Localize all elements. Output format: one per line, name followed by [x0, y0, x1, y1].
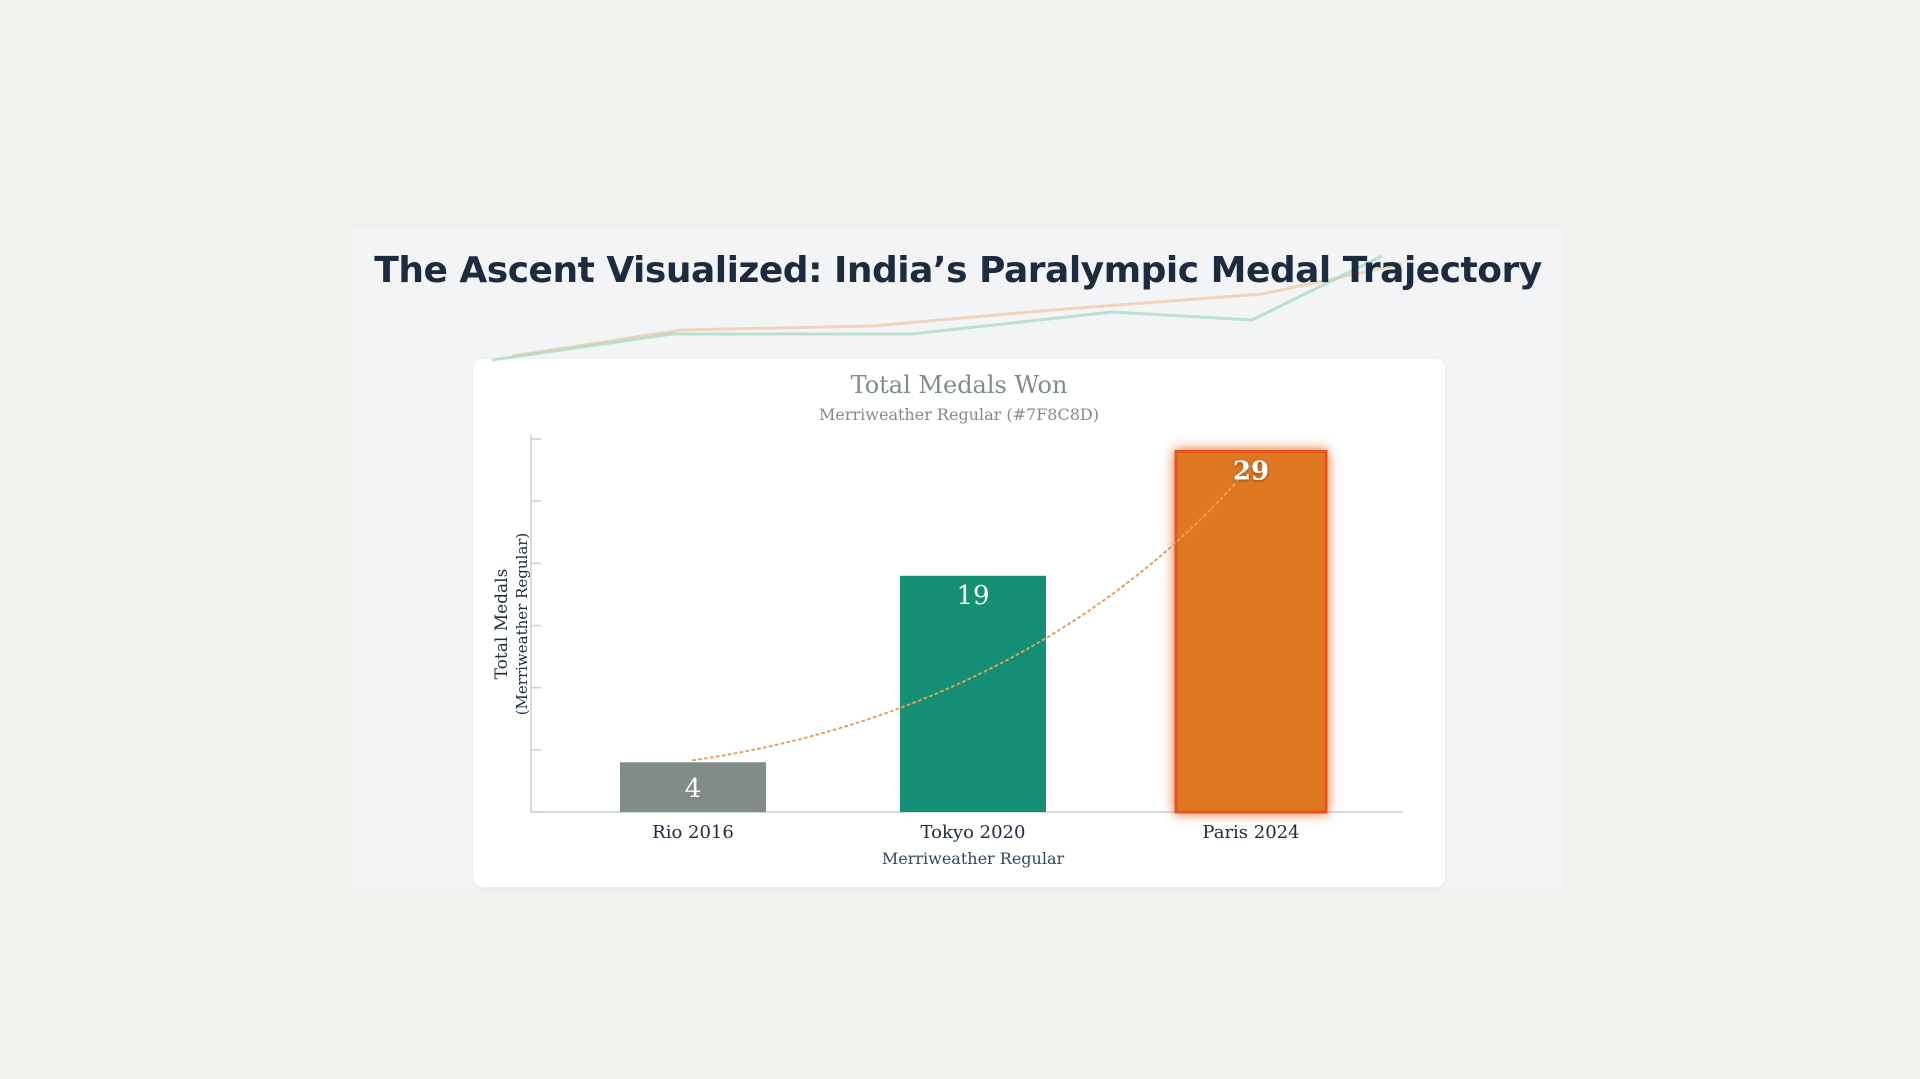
x-axis-label: Merriweather Regular — [882, 849, 1065, 868]
x-tick-label: Tokyo 2020 — [921, 822, 1026, 843]
trend-line-group — [692, 464, 1252, 762]
y-axis-label-group: Total Medals (Merriweather Regular) — [492, 533, 531, 716]
bars — [620, 449, 1328, 814]
bar-value-label: 4 — [685, 774, 702, 804]
bar-paris-2024 — [1174, 449, 1328, 814]
decorative-trend-lines — [491, 254, 1403, 362]
chart-card: Total Medals Won Merriweather Regular (#… — [473, 359, 1445, 887]
bar-tokyo-2020 — [900, 575, 1046, 812]
slide: The Ascent Visualized: India’s Paralympi… — [352, 228, 1564, 888]
chart-subtitle: Merriweather Regular (#7F8C8D) — [819, 405, 1099, 424]
bar-chart: Total Medals (Merriweather Regular) 4 19 2… — [492, 435, 1403, 868]
bar-rio-2016 — [620, 762, 766, 812]
x-axis-labels: Rio 2016 Tokyo 2020 Paris 2024 — [652, 822, 1299, 843]
bar-value-label: 29 — [1233, 456, 1269, 486]
x-tick-label: Rio 2016 — [652, 822, 734, 843]
page-title: The Ascent Visualized: India’s Paralympi… — [374, 250, 1542, 291]
bar-value-labels: 4 19 29 — [685, 456, 1269, 804]
x-tick-label: Paris 2024 — [1202, 822, 1299, 843]
y-axis-sublabel: (Merriweather Regular) — [513, 533, 531, 716]
y-axis-label: Total Medals — [492, 569, 512, 680]
bar-value-label: 19 — [956, 581, 989, 611]
trend-line — [692, 464, 1252, 762]
chart-title: Total Medals Won — [850, 371, 1068, 399]
